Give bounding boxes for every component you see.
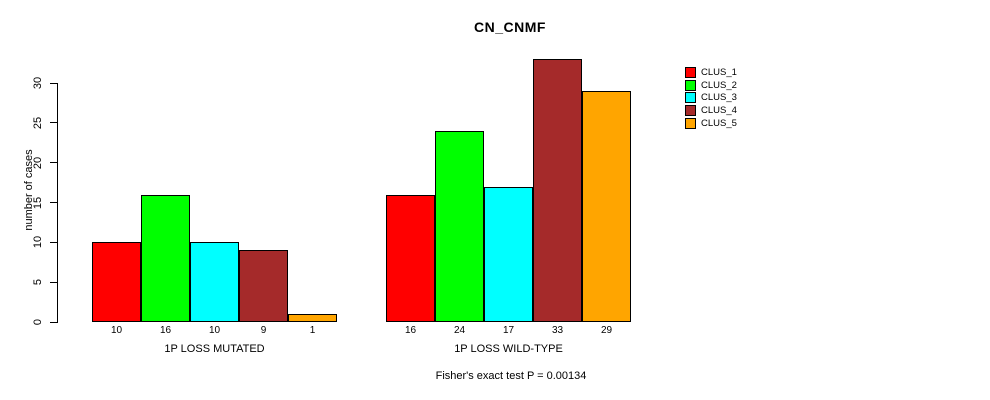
y-tick xyxy=(50,122,57,124)
group-label: 1P LOSS WILD-TYPE xyxy=(454,343,563,355)
legend-label: CLUS_1 xyxy=(701,66,737,78)
bar-value-label: 29 xyxy=(600,325,613,336)
bar-value-label: 16 xyxy=(404,325,417,336)
legend-swatch xyxy=(685,66,696,78)
y-tick-label: 25 xyxy=(32,116,44,129)
y-tick-label: 30 xyxy=(32,76,44,90)
footer-annotation: Fisher's exact test P = 0.00134 xyxy=(435,370,587,382)
y-tick xyxy=(50,281,57,283)
legend-label: CLUS_3 xyxy=(701,92,737,104)
bar-value-label: 24 xyxy=(453,325,466,336)
y-tick xyxy=(50,321,57,323)
y-tick-label: 20 xyxy=(32,156,44,169)
legend-item-clus_2: CLUS_2 xyxy=(685,79,737,92)
bar-clus_5-group2 xyxy=(582,90,631,322)
y-tick-label: 15 xyxy=(32,196,44,209)
legend-label: CLUS_2 xyxy=(701,79,737,91)
y-tick-label: 0 xyxy=(32,318,44,326)
legend-item-clus_4: CLUS_4 xyxy=(685,104,737,117)
bar-value-label: 1 xyxy=(309,325,316,336)
bar-value-label: 9 xyxy=(260,325,267,336)
bar-clus_4-group2 xyxy=(533,59,582,322)
y-tick xyxy=(50,241,57,243)
y-tick-label: 5 xyxy=(32,279,44,286)
chart-title: CN_CNMF xyxy=(474,19,546,35)
y-tick xyxy=(50,162,57,164)
bar-clus_1-group2 xyxy=(386,194,435,322)
bar-clus_3-group2 xyxy=(484,186,533,322)
y-tick-label: 10 xyxy=(32,236,44,249)
legend-swatch xyxy=(685,92,696,104)
legend-item-clus_3: CLUS_3 xyxy=(685,91,737,104)
legend: CLUS_1 CLUS_2 CLUS_3 CLUS_4 CLUS_5 xyxy=(685,66,737,129)
bar-clus_1-group1 xyxy=(92,242,141,322)
bar-value-label: 10 xyxy=(208,325,221,336)
y-tick xyxy=(50,82,57,84)
bar-clus_2-group2 xyxy=(435,130,484,322)
legend-swatch xyxy=(685,117,696,129)
legend-swatch xyxy=(685,79,696,91)
bar-clus_4-group1 xyxy=(239,250,288,322)
y-tick xyxy=(50,202,57,203)
legend-item-clus_1: CLUS_1 xyxy=(685,66,737,79)
bar-clus_5-group1 xyxy=(288,314,337,322)
y-axis xyxy=(57,83,58,323)
legend-swatch xyxy=(685,104,696,116)
legend-label: CLUS_4 xyxy=(701,104,737,116)
bar-clus_2-group1 xyxy=(141,194,190,322)
legend-item-clus_5: CLUS_5 xyxy=(685,117,737,130)
bar-value-label: 10 xyxy=(110,325,123,336)
bar-clus_3-group1 xyxy=(190,242,239,322)
legend-label: CLUS_5 xyxy=(701,117,737,129)
bar-value-label: 33 xyxy=(551,325,564,336)
group-label: 1P LOSS MUTATED xyxy=(164,343,265,355)
bar-value-label: 17 xyxy=(502,325,515,336)
bar-value-label: 16 xyxy=(159,325,172,336)
